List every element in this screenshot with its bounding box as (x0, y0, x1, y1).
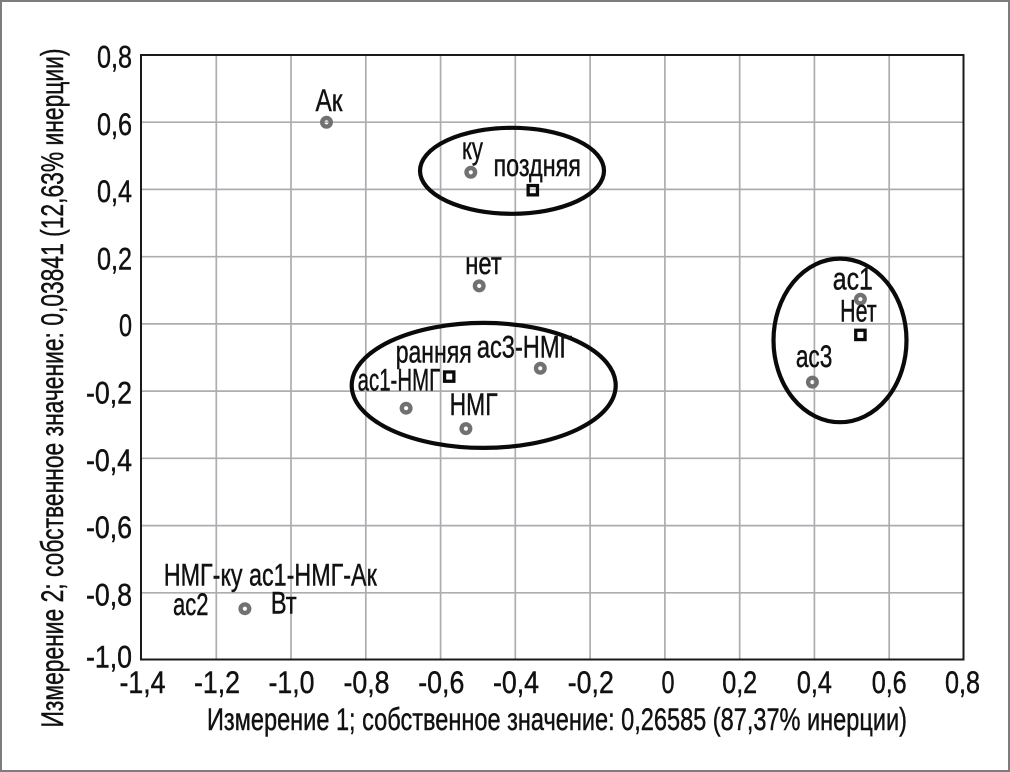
svg-text:0,8: 0,8 (97, 39, 132, 75)
svg-text:Вт: Вт (271, 585, 297, 621)
svg-text:0,4: 0,4 (797, 664, 832, 700)
svg-text:ас2: ас2 (173, 586, 209, 622)
svg-text:Измерение 2; собственное значе: Измерение 2; собственное значение: 0,038… (34, 49, 70, 728)
svg-text:-1,0: -1,0 (269, 664, 315, 700)
svg-text:-1,4: -1,4 (120, 664, 166, 700)
svg-text:-0,6: -0,6 (418, 664, 464, 700)
svg-text:-1,0: -1,0 (86, 639, 132, 675)
svg-text:ас3-НМГ: ас3-НМГ (477, 328, 573, 364)
svg-text:НМГ: НМГ (450, 386, 498, 422)
svg-text:Нет: Нет (840, 292, 877, 328)
svg-text:-1,2: -1,2 (194, 664, 240, 700)
svg-text:-0,2: -0,2 (86, 375, 132, 411)
svg-text:0,2: 0,2 (97, 240, 132, 276)
svg-text:нет: нет (465, 245, 502, 281)
svg-text:Измерение 1; собственное значе: Измерение 1; собственное значение: 0,265… (207, 701, 907, 737)
svg-text:0,6: 0,6 (872, 664, 907, 700)
svg-text:-0,4: -0,4 (86, 442, 132, 478)
svg-text:ку: ку (462, 130, 483, 166)
svg-text:-0,8: -0,8 (86, 576, 132, 612)
svg-text:ранняя: ранняя (396, 334, 472, 370)
svg-text:0,4: 0,4 (97, 173, 132, 209)
svg-text:НМГ-ку ас1-НМГ-Ак: НМГ-ку ас1-НМГ-Ак (164, 556, 377, 592)
svg-text:ас3: ас3 (796, 338, 833, 374)
svg-text:-0,4: -0,4 (493, 664, 539, 700)
svg-text:0,6: 0,6 (97, 106, 132, 142)
svg-text:-0,8: -0,8 (344, 664, 390, 700)
svg-text:-0,2: -0,2 (568, 664, 614, 700)
svg-text:ас1: ас1 (833, 260, 873, 296)
svg-text:ас1-НМГ: ас1-НМГ (358, 361, 441, 397)
svg-text:-0,6: -0,6 (86, 509, 132, 545)
svg-text:0: 0 (119, 307, 132, 343)
svg-text:поздняя: поздняя (493, 147, 581, 183)
svg-text:Ак: Ак (316, 82, 343, 118)
svg-text:0,2: 0,2 (722, 664, 757, 700)
svg-text:0: 0 (662, 664, 675, 700)
svg-text:0,8: 0,8 (945, 664, 980, 700)
